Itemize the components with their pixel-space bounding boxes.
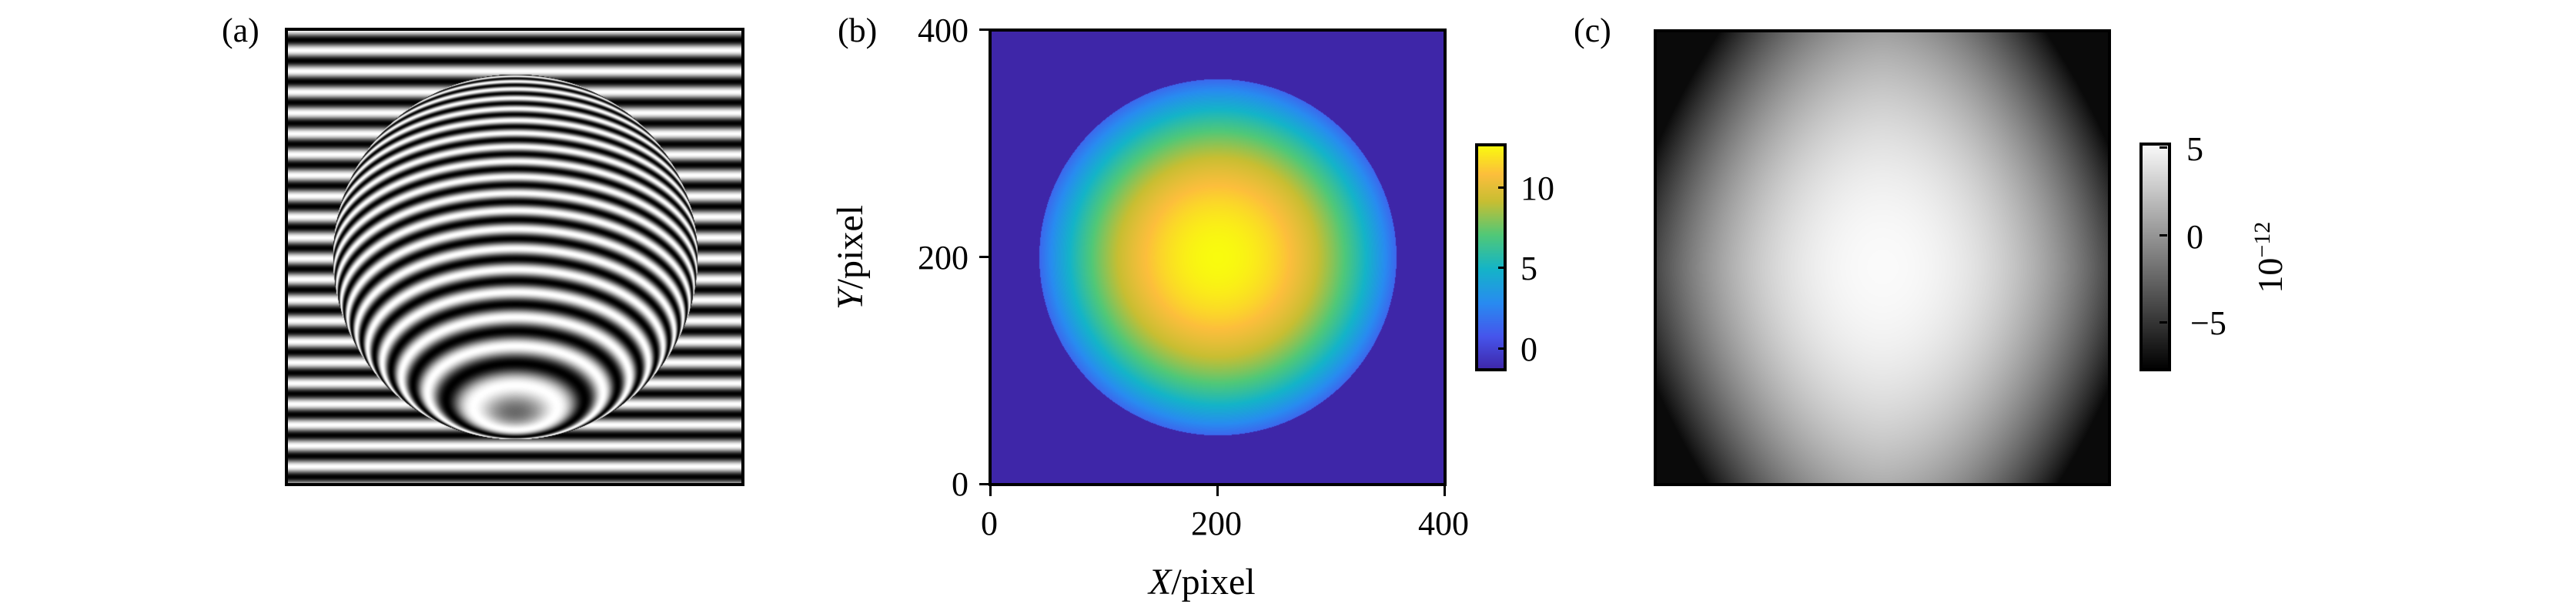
cbar-c-tick-minus5 [2159,321,2167,324]
cbar-b-tick-0 [1498,347,1506,350]
cbar-c-exponent-label: 10−12 [2249,211,2290,304]
x-axis-label: X/pixel [1149,561,1256,603]
panel-a-fringe-image [286,29,741,485]
panel-c-colorbar [2141,144,2170,370]
panel-a-label: (a) [222,12,259,49]
x-tick-label-0: 0 [981,505,998,542]
x-tick-label-200: 200 [1191,505,1242,542]
cbar-b-label-0: 0 [1521,330,1537,368]
cbar-c-tick-5 [2159,146,2167,149]
y-tick-label-200: 200 [918,239,969,277]
panel-b-label: (b) [838,12,878,49]
x-axis-unit: /pixel [1171,562,1256,602]
cbar-b-tick-10 [1498,186,1506,189]
panel-b-heatmap [990,30,1445,484]
x-tick-mark-400 [1444,485,1446,496]
x-tick-label-400: 400 [1418,505,1469,542]
panel-c-label: (c) [1574,12,1611,49]
cbar-c-label-minus5: −5 [2190,304,2226,342]
x-tick-mark-0 [989,485,992,496]
exponent-power: −12 [2249,221,2275,258]
panel-c-heatmap [1655,31,2109,485]
cbar-b-tick-5 [1498,267,1506,269]
x-axis-var: X [1149,562,1172,602]
cbar-b-label-5: 5 [1521,250,1537,287]
exponent-base: 10 [2250,257,2290,294]
panel-b-colorbar [1477,145,1505,370]
cbar-c-label-0: 0 [2186,218,2203,256]
cbar-c-tick-0 [2159,234,2167,237]
y-tick-mark-400 [979,29,990,31]
cbar-b-label-10: 10 [1521,169,1554,207]
y-axis-unit: /pixel [830,205,871,290]
y-axis-label: Y/pixel [830,192,871,323]
cbar-c-label-5: 5 [2186,130,2203,168]
y-axis-var: Y [830,289,871,310]
y-tick-mark-0 [979,483,990,485]
y-tick-label-0: 0 [952,465,969,503]
y-tick-label-400: 400 [918,12,969,49]
x-tick-mark-200 [1216,485,1219,496]
y-tick-mark-200 [979,256,990,258]
